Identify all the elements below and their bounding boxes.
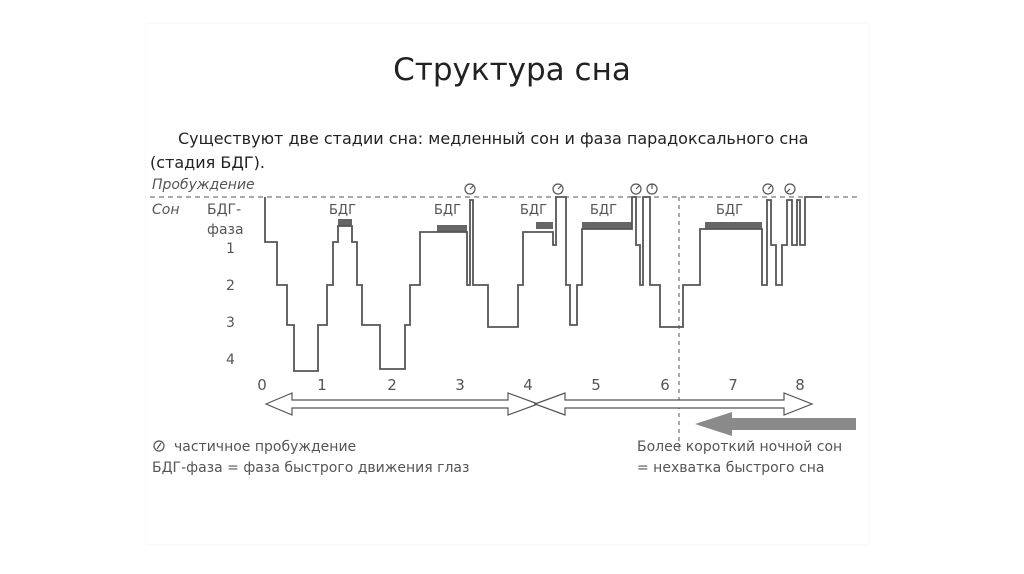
hour-tick: 3 <box>455 376 465 394</box>
hour-tick: 1 <box>317 376 327 394</box>
hour-tick: 0 <box>257 376 267 394</box>
hour-tick: 4 <box>523 376 533 394</box>
rem-label: БДГ <box>716 203 743 218</box>
partial-wake-markers <box>464 183 796 195</box>
rem-bar <box>705 222 762 229</box>
rem-bar <box>338 219 352 226</box>
legend-rem-definition: БДГ-фаза = фаза быстрого движения глаз <box>152 460 469 476</box>
shorter-sleep-arrow <box>695 412 856 436</box>
rem-bar <box>582 222 632 229</box>
rem-label: БДГ <box>590 203 617 218</box>
hour-tick: 8 <box>795 376 805 394</box>
clock-mark-icon <box>630 183 642 195</box>
intro-text: Существуют две стадии сна: медленный сон… <box>150 129 809 172</box>
stage-label-3: 3 <box>226 315 235 331</box>
legend-partial-wake: частичное пробуждение <box>174 439 356 455</box>
rem-label: БДГ <box>329 203 356 218</box>
clock-mark-icon <box>784 183 796 195</box>
cycle-arrow-left <box>264 392 540 416</box>
page-title: Структура сна <box>393 52 631 88</box>
clock-mark-icon <box>762 183 774 195</box>
rem-label: БДГ <box>520 203 547 218</box>
rem-phase-label-2: фаза <box>207 222 244 238</box>
rem-bar <box>536 222 553 229</box>
clock-mark-icon <box>464 183 476 195</box>
rem-phase-label-1: БДГ- <box>207 202 241 218</box>
rem-bar <box>437 225 467 232</box>
wake-row-label: Пробуждение <box>152 177 255 193</box>
slide <box>146 24 868 544</box>
sleep-row-label: Сон <box>152 202 180 218</box>
stage-label-1: 1 <box>226 241 235 257</box>
note-line-2: = нехватка быстрого сна <box>637 460 825 476</box>
partial-wake-legend-icon <box>153 440 165 452</box>
stage-label-4: 4 <box>226 352 235 368</box>
hour-tick: 7 <box>728 376 738 394</box>
cycle-arrow-right <box>533 392 814 416</box>
hypnogram-line <box>264 196 822 372</box>
clock-mark-icon <box>552 183 564 195</box>
hour-tick: 2 <box>387 376 397 394</box>
note-line-1: Более короткий ночной сон <box>637 439 842 455</box>
hour-tick: 6 <box>660 376 670 394</box>
clock-mark-icon <box>646 183 658 195</box>
rem-label: БДГ <box>434 203 461 218</box>
hour-tick: 5 <box>591 376 601 394</box>
stage-label-2: 2 <box>226 278 235 294</box>
